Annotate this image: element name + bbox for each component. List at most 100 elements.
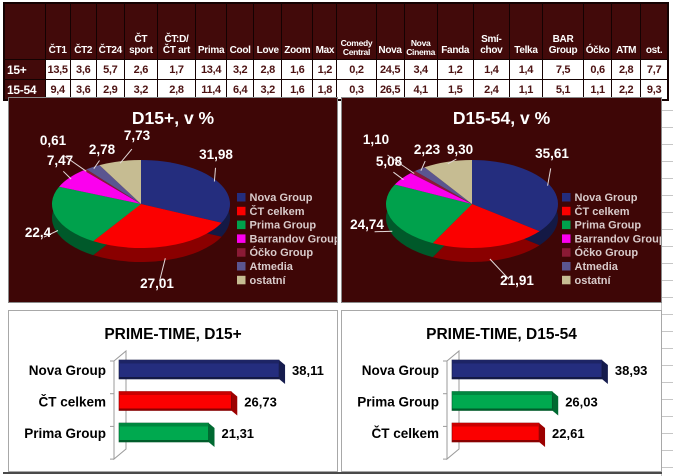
pie-label-leader-line xyxy=(43,230,59,238)
column-header-zoom: Zoom xyxy=(281,2,314,60)
legend-swatch-prima-group xyxy=(562,220,571,230)
bar-value-label: 22,61 xyxy=(552,426,585,441)
table-cell-prima-15[interactable]: 13,4 xyxy=(195,59,228,80)
pie-label-leader-line xyxy=(489,258,510,280)
legend-swatch-atmedia xyxy=(237,262,246,271)
pie-data-label: 24,74 xyxy=(350,217,384,232)
table-cell-telka-15-54[interactable]: 1,1 xyxy=(508,79,543,101)
bar-chart-primetime-d15plus[interactable]: PRIME-TIME, D15+ 38,11 Nova Group 26,73 ČT c… xyxy=(8,310,338,472)
table-cell-love-15[interactable]: 2,8 xyxy=(253,59,283,80)
table-cell-nova-15-54[interactable]: 26,5 xyxy=(375,79,405,101)
table-cell-fanda-15-54[interactable]: 1,5 xyxy=(436,79,474,101)
pie-label-leader-line xyxy=(62,170,72,180)
pie-slice-barrandov-group xyxy=(394,173,472,204)
table-cell-max-15[interactable]: 1,2 xyxy=(312,59,338,80)
table-cell-zoom-15[interactable]: 1,6 xyxy=(281,59,314,80)
table-cell-fanda-15[interactable]: 1,2 xyxy=(436,59,474,80)
column-header-comedy-central: Comedy Central xyxy=(336,2,377,60)
pie-label-leader-line xyxy=(547,168,552,186)
table-corner-cell xyxy=(3,2,46,60)
bar-value-label: 26,73 xyxy=(244,395,277,410)
legend-label-ocko-group: Óčko Group xyxy=(575,246,639,259)
pie-label-leader-line xyxy=(447,158,457,165)
legend-swatch-ct-celkem xyxy=(237,206,246,216)
legend-label-ct-celkem: ČT celkem xyxy=(575,205,630,218)
bar-end-cap xyxy=(231,391,238,416)
legend-label-ostatni: ostatní xyxy=(250,275,287,287)
table-cell-prima-15-54[interactable]: 11,4 xyxy=(195,79,228,101)
bar-category-label: Nova Group xyxy=(362,363,439,378)
table-cell-comedy-central-15[interactable]: 0,2 xyxy=(336,59,377,80)
bar-bottom-shade xyxy=(452,440,540,442)
pie-data-label: 9,30 xyxy=(447,142,473,157)
table-cell-smi-chov-15-54[interactable]: 2,4 xyxy=(472,79,510,101)
table-cell-nova-15[interactable]: 24,5 xyxy=(375,59,405,80)
table-cell-ct24-15[interactable]: 5,7 xyxy=(95,59,125,80)
bar-bottom-shade xyxy=(452,377,602,379)
table-cell-ct2-15-54[interactable]: 3,6 xyxy=(69,79,97,101)
table-cell-smi-chov-15[interactable]: 1,4 xyxy=(472,59,510,80)
pie-data-label: 2,78 xyxy=(89,142,116,157)
bar-top-shade xyxy=(119,391,232,395)
table-cell-cool-15[interactable]: 3,2 xyxy=(226,59,255,80)
bar-end-cap xyxy=(552,391,559,416)
bar-bottom-shade xyxy=(452,408,553,411)
column-header-cool: Cool xyxy=(226,2,255,60)
table-cell-ct-sport-15[interactable]: 2,6 xyxy=(123,59,158,80)
legend-label-nova-group: Nova Group xyxy=(250,192,313,204)
column-header-nova: Nova xyxy=(375,2,405,60)
table-cell-max-15-54[interactable]: 1,8 xyxy=(312,79,338,101)
pie-label-leader-line xyxy=(93,160,100,169)
legend-label-prima-group: Prima Group xyxy=(250,220,317,232)
legend-swatch-nova-group xyxy=(237,193,246,202)
pie-label-leader-line xyxy=(374,230,393,233)
pie-data-label: 7,47 xyxy=(47,153,73,168)
pie-slice-nova-group xyxy=(141,160,230,223)
bar-top-shade xyxy=(452,423,540,427)
column-header-prima: Prima xyxy=(195,2,228,60)
pie-label-leader-line xyxy=(387,154,415,174)
legend-swatch-barrandov-group xyxy=(562,234,571,243)
column-header-max: Max xyxy=(312,2,338,60)
table-cell-ct-d-ct-art-15[interactable]: 1,7 xyxy=(156,59,197,80)
legend-label-ostatni: ostatní xyxy=(575,275,612,287)
pie-data-label: 1,10 xyxy=(363,132,389,147)
bar-chart-primetime-d15-54[interactable]: PRIME-TIME, D15-54 38,93 Nova Group 26,03 Pr… xyxy=(341,310,662,472)
bar-category-label: Prima Group xyxy=(24,426,106,441)
table-cell-ost-15[interactable]: 7,7 xyxy=(640,59,669,80)
table-cell-ct-d-ct-art-15-54[interactable]: 2,8 xyxy=(156,79,197,101)
pie-title: D15+, v % xyxy=(132,108,215,128)
pie-data-label: 2,23 xyxy=(414,142,441,157)
pie-chart-d15plus[interactable]: D15+, v % 31,98 27,01 22,4 7,47 0,61 2,78 7,73 N… xyxy=(8,97,338,303)
bar-top-shade xyxy=(452,391,553,395)
table-cell-nova-cinema-15-54[interactable]: 4,1 xyxy=(403,79,438,101)
table-cell-zoom-15-54[interactable]: 1,6 xyxy=(281,79,314,101)
table-cell-bar-group-15[interactable]: 7,5 xyxy=(541,59,585,80)
column-header-ct-d-ct-art: ČT:D/ ČT art xyxy=(156,2,197,60)
table-cell-ct2-15[interactable]: 3,6 xyxy=(69,59,97,80)
table-cell-ct1-15-54[interactable]: 9,4 xyxy=(44,79,71,101)
pie-slice-prima-group xyxy=(51,186,141,242)
table-cell-atm-15[interactable]: 2,8 xyxy=(611,59,642,80)
table-cell-ct-sport-15-54[interactable]: 3,2 xyxy=(123,79,158,101)
pie-slice-nova-group xyxy=(472,160,558,232)
legend-swatch-prima-group xyxy=(237,220,246,230)
table-cell-love-15-54[interactable]: 3,2 xyxy=(253,79,283,101)
bar-end-cap xyxy=(208,423,215,447)
legend-label-atmedia: Atmedia xyxy=(250,261,294,273)
legend-label-barrandov-group: Barrandov Group xyxy=(575,233,662,245)
pie-slice-ostatni xyxy=(99,160,141,204)
pie-chart-d15-54[interactable]: D15-54, v % 35,61 21,91 24,74 5,08 1,10 2,23 9,… xyxy=(341,97,662,303)
table-cell-nova-cinema-15[interactable]: 3,4 xyxy=(403,59,438,80)
bar-category-label: Nova Group xyxy=(29,363,106,378)
bar-value-label: 38,11 xyxy=(292,363,324,378)
table-cell-bar-group-15-54[interactable]: 5,1 xyxy=(541,79,585,101)
column-header-smi-chov: Smí- chov xyxy=(472,2,510,60)
table-cell-ct1-15[interactable]: 13,5 xyxy=(44,59,71,80)
table-cell-telka-15[interactable]: 1,4 xyxy=(508,59,543,80)
pie-data-label: 31,98 xyxy=(199,147,233,162)
bar-bottom-shade xyxy=(119,377,280,379)
table-cell-ocko-15-54[interactable]: 1,1 xyxy=(583,79,613,101)
table-cell-ocko-15[interactable]: 0,6 xyxy=(583,59,613,80)
